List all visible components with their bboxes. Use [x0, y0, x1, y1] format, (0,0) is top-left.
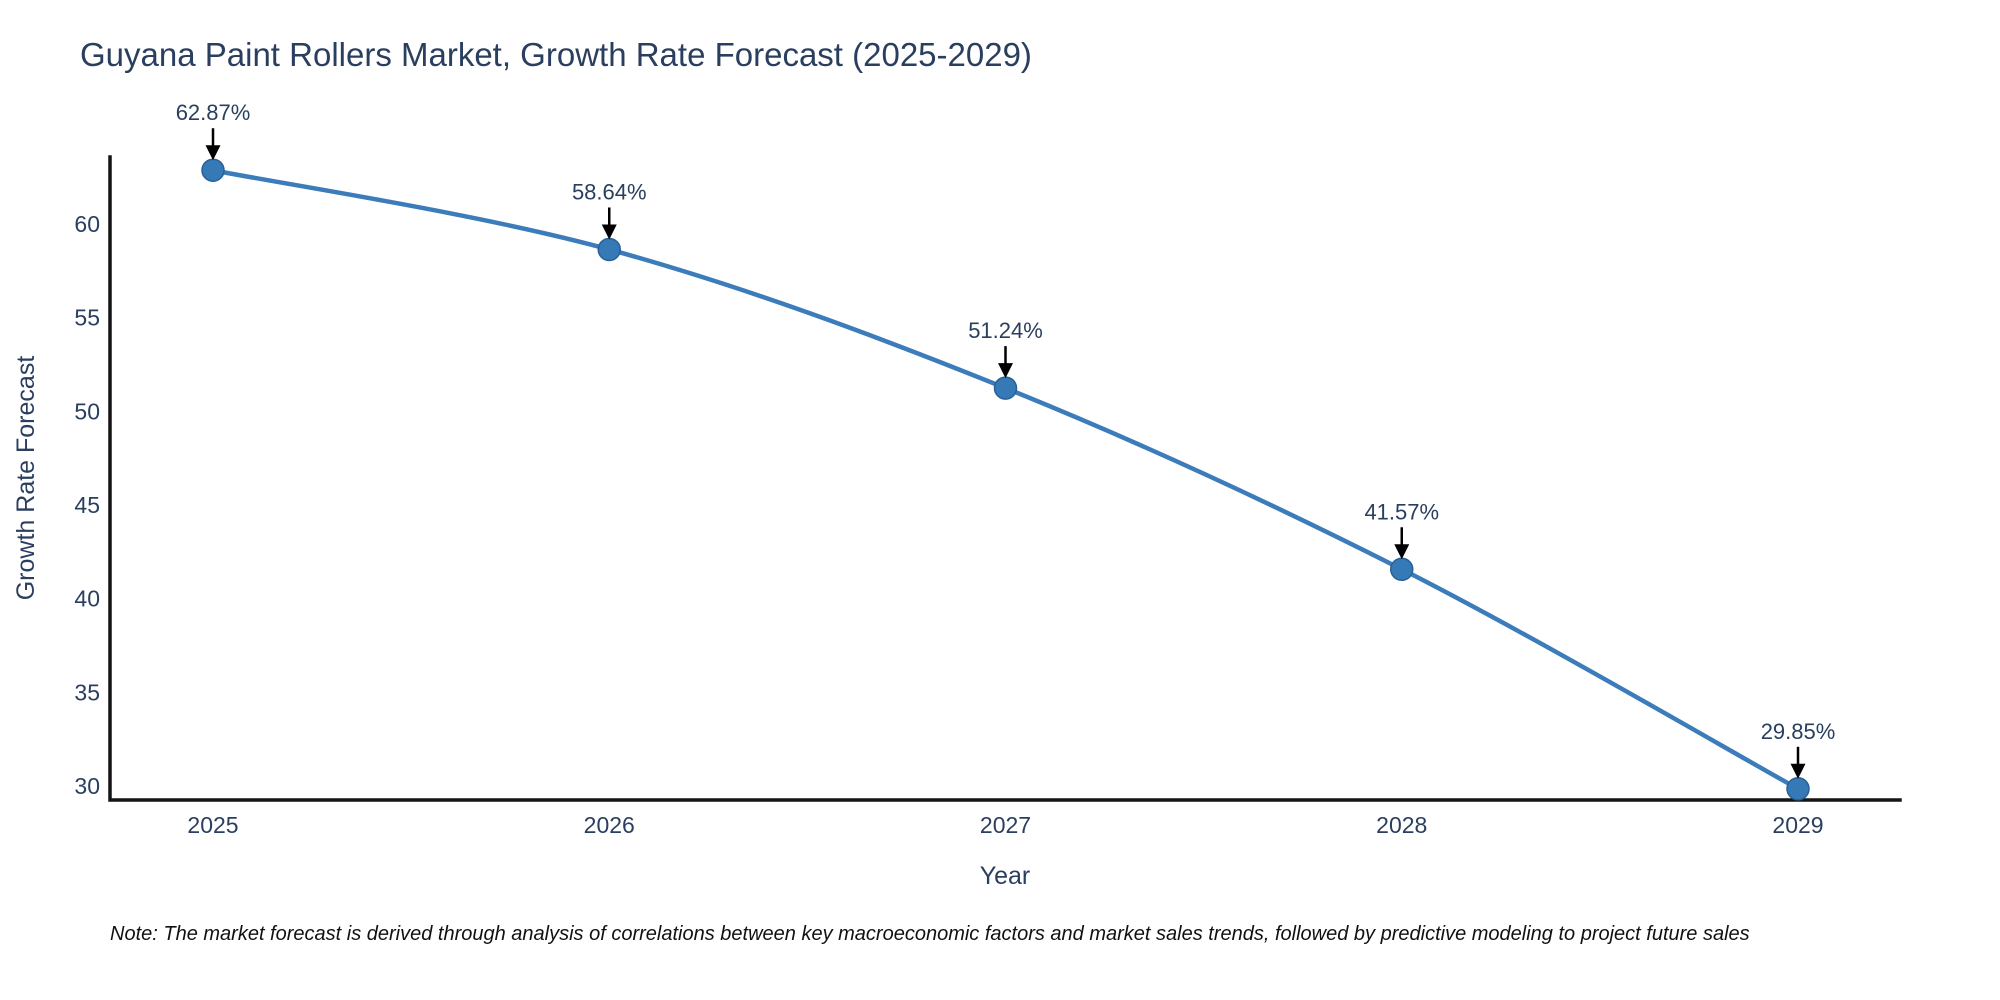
y-tick-label: 45: [74, 492, 100, 518]
x-axis-title: Year: [980, 862, 1031, 890]
data-point-marker: [201, 158, 225, 182]
x-tick-label: 2028: [1376, 812, 1427, 838]
annotation-arrowhead-icon: [601, 224, 617, 240]
series-line: [210, 167, 1801, 792]
x-tick-label: 2025: [187, 812, 238, 838]
annotation-arrowhead-icon: [1790, 763, 1806, 779]
y-tick-label: 50: [74, 398, 100, 424]
y-tick-label: 35: [74, 679, 100, 705]
annotation-arrowhead-icon: [205, 145, 221, 161]
data-point-marker: [1390, 557, 1414, 582]
data-point-marker: [1786, 777, 1810, 801]
axis-spine: [108, 155, 1902, 802]
chart-title: Guyana Paint Rollers Market, Growth Rate…: [80, 36, 1032, 73]
annotation-arrowhead-icon: [1394, 544, 1410, 560]
point-annotation: 51.24%: [968, 318, 1043, 379]
point-annotation: 62.87%: [176, 100, 251, 161]
y-tick-label: 55: [74, 305, 100, 331]
annotation-label: 29.85%: [1761, 719, 1836, 744]
data-series: [201, 158, 1810, 801]
point-annotations: 62.87% 58.64% 51.24% 41.57% 29.85%: [176, 100, 1836, 779]
x-tick-label: 2027: [980, 812, 1031, 838]
data-point-marker: [993, 376, 1018, 400]
point-annotation: 58.64%: [572, 179, 647, 240]
annotation-label: 62.87%: [176, 100, 251, 125]
data-point-marker: [597, 237, 621, 262]
y-axis-title: Growth Rate Forecast: [12, 356, 40, 601]
y-tick-label: 60: [74, 211, 100, 237]
axis-tick-labels: 30 35 40 45 50 55 60 2025 2026 2027 2028 2029: [74, 211, 1823, 838]
annotation-label: 51.24%: [968, 318, 1043, 343]
annotation-arrowhead-icon: [998, 363, 1013, 379]
annotation-label: 58.64%: [572, 179, 647, 204]
point-annotation: 41.57%: [1364, 499, 1439, 560]
x-tick-label: 2029: [1772, 812, 1823, 838]
axes: [108, 155, 1902, 802]
chart-footnote: Note: The market forecast is derived thr…: [110, 923, 1750, 945]
y-tick-label: 30: [74, 773, 100, 799]
point-annotation: 29.85%: [1761, 719, 1836, 779]
x-tick-label: 2026: [584, 812, 635, 838]
annotation-label: 41.57%: [1364, 499, 1439, 524]
y-tick-label: 40: [74, 586, 100, 612]
